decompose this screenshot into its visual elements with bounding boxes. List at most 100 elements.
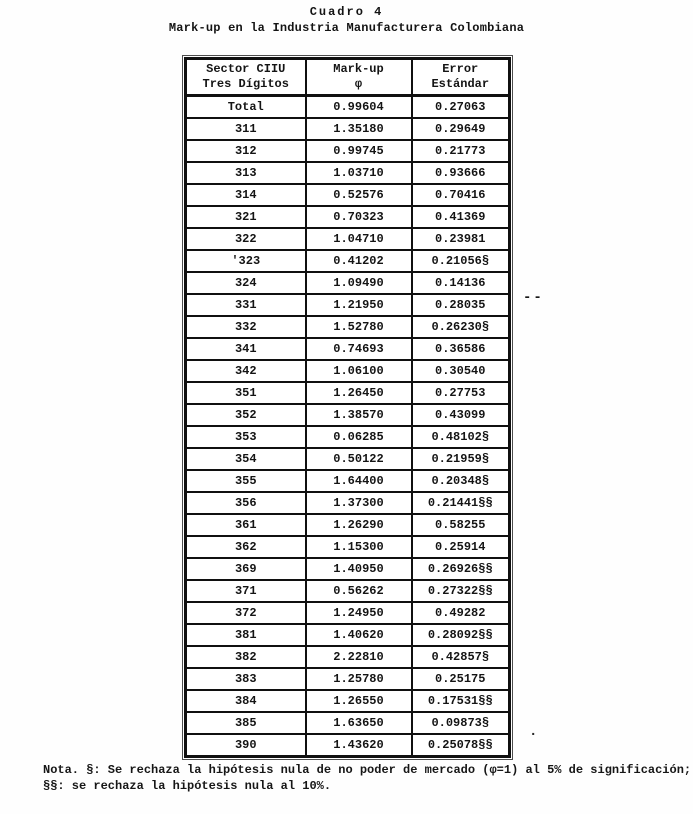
sector-cell: 362 [184,535,307,559]
sector-cell: 353 [184,425,307,449]
sector-cell: 314 [184,183,307,207]
header-error: Error Estándar [410,57,511,97]
markup-cell: 0.74693 [304,337,413,361]
table-row: '323 0.41202 0.21056§ [184,249,511,273]
markup-cell: 0.41202 [304,249,413,273]
markup-cell: 1.26290 [304,513,413,537]
table-row: 381 1.40620 0.28092§§ [184,623,511,647]
markup-cell: 1.15300 [304,535,413,559]
header-markup-line2: φ [354,77,363,91]
caption-line2: Mark-up en la Industria Manufacturera Co… [168,21,525,35]
footnote: Nota. §: Se rechaza la hipótesis nula de… [43,762,691,794]
sector-cell: 332 [184,315,307,339]
table-row: 390 1.43620 0.25078§§ [184,733,511,758]
table-row: 324 1.09490 0.14136 [184,271,511,295]
error-cell: 0.20348§ [410,469,511,493]
error-cell: 0.42857§ [410,645,511,669]
markup-cell: 1.43620 [304,733,413,758]
sector-cell: 383 [184,667,307,691]
table-row: 385 1.63650 0.09873§ [184,711,511,735]
sector-cell: 313 [184,161,307,185]
table-row: 372 1.24950 0.49282 [184,601,511,625]
markup-cell: 1.03710 [304,161,413,185]
sector-cell: 341 [184,337,307,361]
sector-cell: 352 [184,403,307,427]
table-row: 321 0.70323 0.41369 [184,205,511,229]
error-cell: 0.36586 [410,337,511,361]
header-row: Sector CIIU Tres Dígitos Mark-up φ Error… [184,57,511,97]
sector-cell: 331 [184,293,307,317]
table-row: 314 0.52576 0.70416 [184,183,511,207]
header-error-line1: Error [442,62,479,76]
error-cell: 0.21441§§ [410,491,511,515]
table-row: 356 1.37300 0.21441§§ [184,491,511,515]
error-cell: 0.48102§ [410,425,511,449]
markup-table: Sector CIIU Tres Dígitos Mark-up φ Error… [184,57,511,758]
error-cell: 0.58255 [410,513,511,537]
error-cell: 0.25914 [410,535,511,559]
markup-cell: 0.99745 [304,139,413,163]
sector-cell: 351 [184,381,307,405]
error-cell: 0.28092§§ [410,623,511,647]
sector-cell: 354 [184,447,307,471]
stray-dot-mark: . [529,724,538,740]
table-row: 342 1.06100 0.30540 [184,359,511,383]
sector-cell: 361 [184,513,307,537]
sector-cell: '323 [184,249,307,273]
table-row: 369 1.40950 0.26926§§ [184,557,511,581]
markup-cell: 0.99604 [304,94,413,119]
markup-cell: 1.09490 [304,271,413,295]
error-cell: 0.26230§ [410,315,511,339]
sector-cell: 371 [184,579,307,603]
table-row: 354 0.50122 0.21959§ [184,447,511,471]
markup-cell: 1.35180 [304,117,413,141]
error-cell: 0.21773 [410,139,511,163]
header-markup: Mark-up φ [304,57,413,97]
markup-cell: 0.50122 [304,447,413,471]
table-row: 322 1.04710 0.23981 [184,227,511,251]
error-cell: 0.23981 [410,227,511,251]
table-row: 332 1.52780 0.26230§ [184,315,511,339]
sector-cell: Total [184,94,307,119]
header-sector-line2: Tres Dígitos [202,77,289,91]
markup-cell: 1.26450 [304,381,413,405]
markup-cell: 1.04710 [304,227,413,251]
error-cell: 0.14136 [410,271,511,295]
sector-cell: 382 [184,645,307,669]
markup-cell: 1.38570 [304,403,413,427]
markup-cell: 0.56262 [304,579,413,603]
error-cell: 0.21056§ [410,249,511,273]
sector-cell: 384 [184,689,307,713]
markup-cell: 1.06100 [304,359,413,383]
caption-line1: Cuadro 4 [309,5,384,19]
sector-cell: 324 [184,271,307,295]
error-cell: 0.09873§ [410,711,511,735]
footnote-line2: §§: se rechaza la hipótesis nula al 10%. [43,779,332,793]
table-row: Total 0.99604 0.27063 [184,94,511,119]
sector-cell: 381 [184,623,307,647]
error-cell: 0.27753 [410,381,511,405]
table-row: 311 1.35180 0.29649 [184,117,511,141]
table-row: 383 1.25780 0.25175 [184,667,511,691]
sector-cell: 385 [184,711,307,735]
markup-cell: 0.52576 [304,183,413,207]
sector-cell: 356 [184,491,307,515]
table-row: 382 2.22810 0.42857§ [184,645,511,669]
footnote-line1: Nota. §: Se rechaza la hipótesis nula de… [43,763,692,777]
table-row: 331 1.21950 0.28035 [184,293,511,317]
sector-cell: 342 [184,359,307,383]
markup-table-frame: Sector CIIU Tres Dígitos Mark-up φ Error… [182,55,513,760]
error-cell: 0.25078§§ [410,733,511,758]
sector-cell: 322 [184,227,307,251]
table-header: Sector CIIU Tres Dígitos Mark-up φ Error… [184,57,511,97]
error-cell: 0.28035 [410,293,511,317]
table-row: 361 1.26290 0.58255 [184,513,511,537]
table-row: 362 1.15300 0.25914 [184,535,511,559]
table-row: 341 0.74693 0.36586 [184,337,511,361]
sector-cell: 372 [184,601,307,625]
table-row: 353 0.06285 0.48102§ [184,425,511,449]
header-sector-line1: Sector CIIU [206,62,286,76]
markup-cell: 0.06285 [304,425,413,449]
table-row: 313 1.03710 0.93666 [184,161,511,185]
